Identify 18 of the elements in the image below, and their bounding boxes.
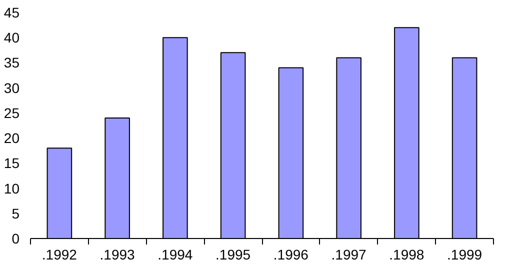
y-tick-label: 45 xyxy=(4,4,20,20)
y-tick-label: 0 xyxy=(12,230,20,246)
x-tick-label: .1996 xyxy=(273,246,309,262)
y-tick-label: 15 xyxy=(4,155,20,172)
x-tick-label: .1995 xyxy=(216,246,251,262)
x-tick-label: .1992 xyxy=(42,246,78,262)
y-tick-label: 25 xyxy=(4,104,20,121)
y-tick-label: 30 xyxy=(4,80,20,96)
x-tick-label: .1998 xyxy=(389,246,424,262)
y-tick-label: 5 xyxy=(12,205,20,222)
x-tick-label: .1994 xyxy=(158,246,193,262)
x-tick-label: .1999 xyxy=(447,246,482,262)
x-tick-label: .1997 xyxy=(331,246,367,262)
y-tick-label: 40 xyxy=(4,30,20,46)
y-tick-label: 35 xyxy=(4,54,20,71)
y-tick-label: 10 xyxy=(4,180,20,196)
y-tick-label: 20 xyxy=(4,130,20,146)
x-tick-label: .1993 xyxy=(100,246,136,262)
